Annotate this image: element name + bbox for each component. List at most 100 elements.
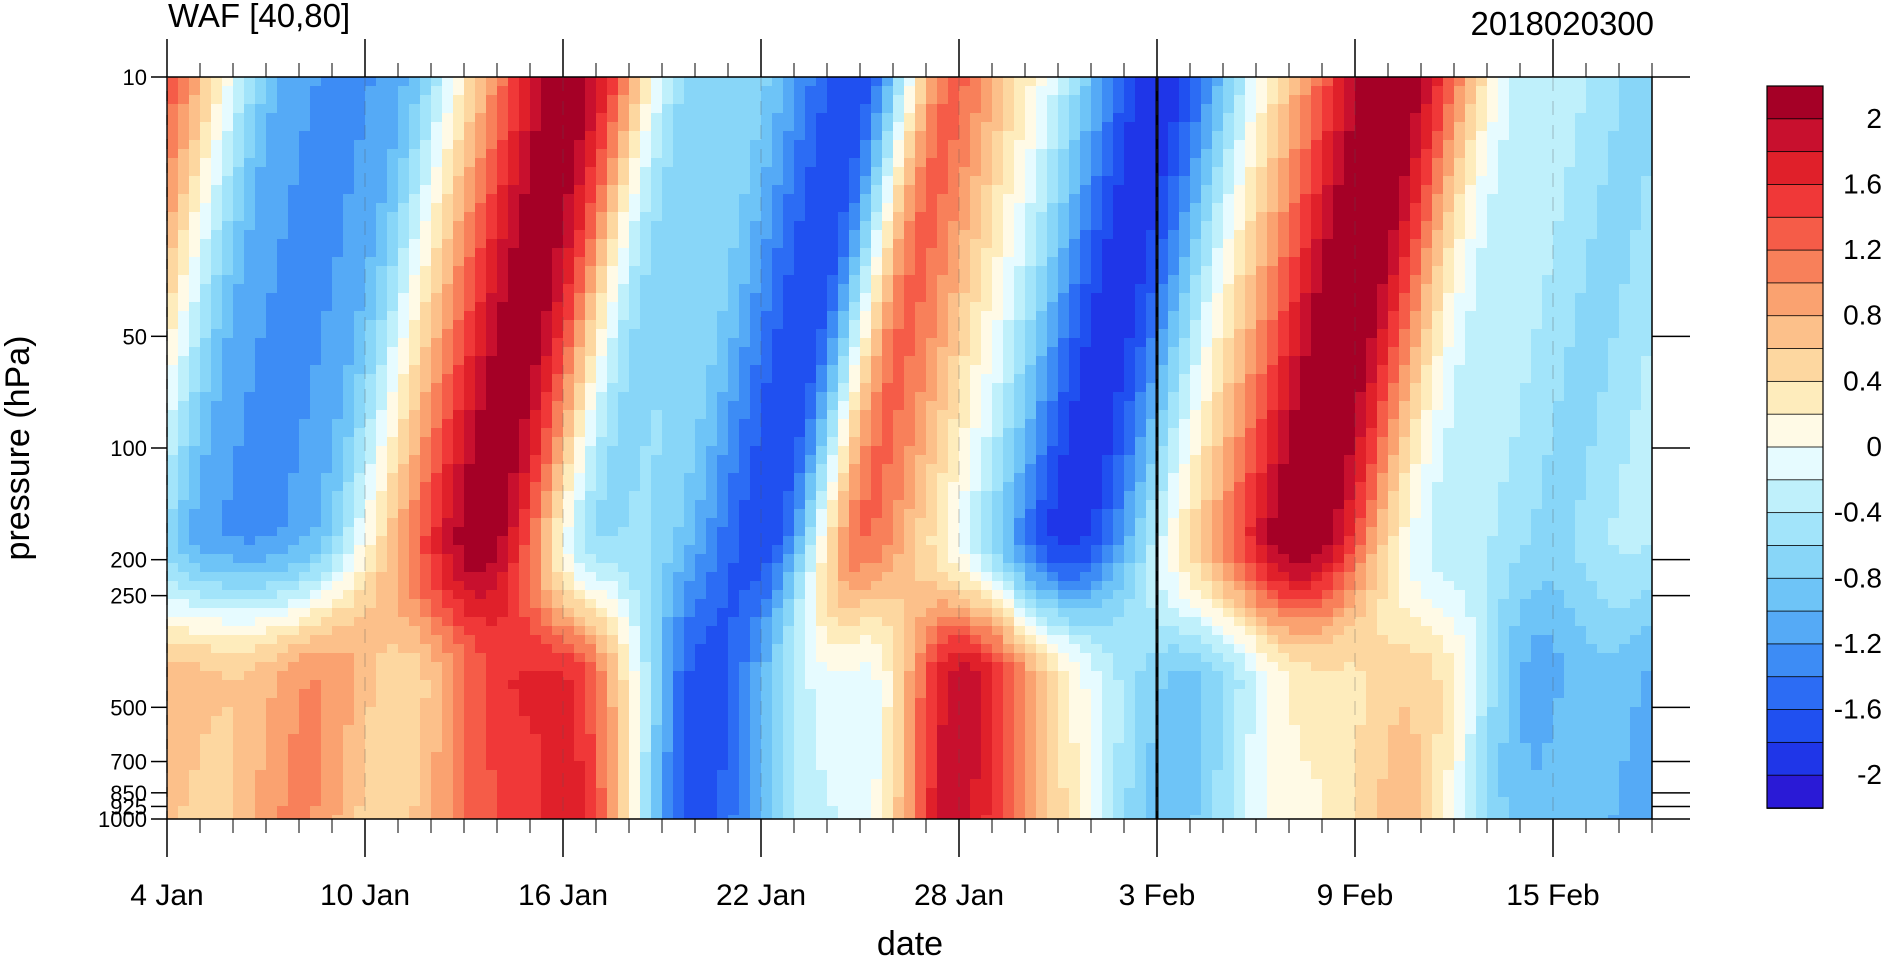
field-cell bbox=[1080, 113, 1092, 123]
field-cell bbox=[1597, 104, 1609, 114]
field-cell bbox=[1553, 302, 1565, 312]
field-cell bbox=[178, 230, 190, 240]
field-cell bbox=[1168, 275, 1180, 285]
field-cell bbox=[1641, 149, 1652, 159]
field-cell bbox=[387, 77, 399, 87]
field-cell bbox=[244, 212, 256, 222]
field-cell bbox=[695, 212, 707, 222]
field-cell bbox=[1179, 113, 1191, 123]
field-cell bbox=[1377, 266, 1389, 276]
field-cell bbox=[1201, 266, 1213, 276]
field-cell bbox=[541, 167, 553, 177]
field-cell bbox=[1575, 392, 1587, 402]
field-cell bbox=[431, 122, 443, 132]
field-cell bbox=[827, 185, 839, 195]
field-cell bbox=[222, 221, 234, 231]
field-cell bbox=[200, 203, 212, 213]
field-cell bbox=[1036, 158, 1048, 168]
field-cell bbox=[1344, 275, 1356, 285]
field-cell bbox=[1135, 392, 1147, 402]
field-cell bbox=[1168, 374, 1180, 384]
field-cell bbox=[343, 140, 355, 150]
field-cell bbox=[475, 347, 487, 357]
field-cell bbox=[1388, 185, 1400, 195]
field-cell bbox=[1641, 194, 1652, 204]
field-cell bbox=[1531, 167, 1543, 177]
field-cell bbox=[1553, 77, 1565, 87]
field-cell bbox=[640, 122, 652, 132]
field-cell bbox=[310, 104, 322, 114]
field-cell bbox=[299, 329, 311, 339]
field-cell bbox=[618, 185, 630, 195]
field-cell bbox=[332, 392, 344, 402]
field-cell bbox=[1234, 293, 1246, 303]
field-cell bbox=[596, 203, 608, 213]
field-cell bbox=[1025, 140, 1037, 150]
field-cell bbox=[354, 230, 366, 240]
field-cell bbox=[409, 365, 421, 375]
field-cell bbox=[1212, 104, 1224, 114]
field-cell bbox=[728, 221, 740, 231]
field-cell bbox=[1388, 194, 1400, 204]
field-cell bbox=[1146, 284, 1158, 294]
field-cell bbox=[1300, 311, 1312, 321]
field-cell bbox=[915, 293, 927, 303]
field-cell bbox=[629, 158, 641, 168]
field-cell bbox=[1311, 104, 1323, 114]
field-cell bbox=[915, 284, 927, 294]
field-cell bbox=[552, 158, 564, 168]
field-cell bbox=[761, 212, 773, 222]
field-cell bbox=[442, 293, 454, 303]
field-cell bbox=[299, 95, 311, 105]
field-cell bbox=[1476, 221, 1488, 231]
field-cell bbox=[827, 167, 839, 177]
field-cell bbox=[1465, 374, 1477, 384]
field-cell bbox=[1234, 77, 1246, 87]
field-cell bbox=[1388, 77, 1400, 87]
field-cell bbox=[1245, 239, 1257, 249]
field-cell bbox=[1014, 374, 1026, 384]
field-cell bbox=[1267, 338, 1279, 348]
field-cell bbox=[376, 77, 388, 87]
field-cell bbox=[673, 77, 685, 87]
field-cell bbox=[1333, 374, 1345, 384]
field-cell bbox=[893, 347, 905, 357]
field-cell bbox=[937, 158, 949, 168]
field-cell bbox=[1619, 266, 1631, 276]
field-cell bbox=[431, 239, 443, 249]
field-cell bbox=[794, 284, 806, 294]
field-cell bbox=[255, 401, 267, 411]
field-cell bbox=[640, 293, 652, 303]
field-cell bbox=[1091, 320, 1103, 330]
field-cell bbox=[255, 185, 267, 195]
field-cell bbox=[1641, 167, 1652, 177]
field-cell bbox=[409, 329, 421, 339]
field-cell bbox=[871, 77, 883, 87]
field-cell bbox=[629, 185, 641, 195]
field-cell bbox=[1509, 302, 1521, 312]
field-cell bbox=[464, 77, 476, 87]
field-cell bbox=[761, 392, 773, 402]
field-cell bbox=[992, 248, 1004, 258]
field-cell bbox=[1058, 347, 1070, 357]
field-cell bbox=[486, 131, 498, 141]
field-cell bbox=[266, 230, 278, 240]
field-cell bbox=[442, 257, 454, 267]
field-cell bbox=[1454, 158, 1466, 168]
field-cell bbox=[926, 257, 938, 267]
field-cell bbox=[398, 248, 410, 258]
field-cell bbox=[926, 356, 938, 366]
field-cell bbox=[299, 239, 311, 249]
field-cell bbox=[1223, 401, 1235, 411]
field-cell bbox=[1520, 347, 1532, 357]
field-cell bbox=[1432, 293, 1444, 303]
field-cell bbox=[1179, 302, 1191, 312]
field-cell bbox=[1366, 221, 1378, 231]
field-cell bbox=[1377, 140, 1389, 150]
field-cell bbox=[926, 86, 938, 96]
field-cell bbox=[1102, 113, 1114, 123]
field-cell bbox=[343, 257, 355, 267]
field-cell bbox=[409, 320, 421, 330]
field-cell bbox=[541, 113, 553, 123]
field-cell bbox=[1058, 86, 1070, 96]
